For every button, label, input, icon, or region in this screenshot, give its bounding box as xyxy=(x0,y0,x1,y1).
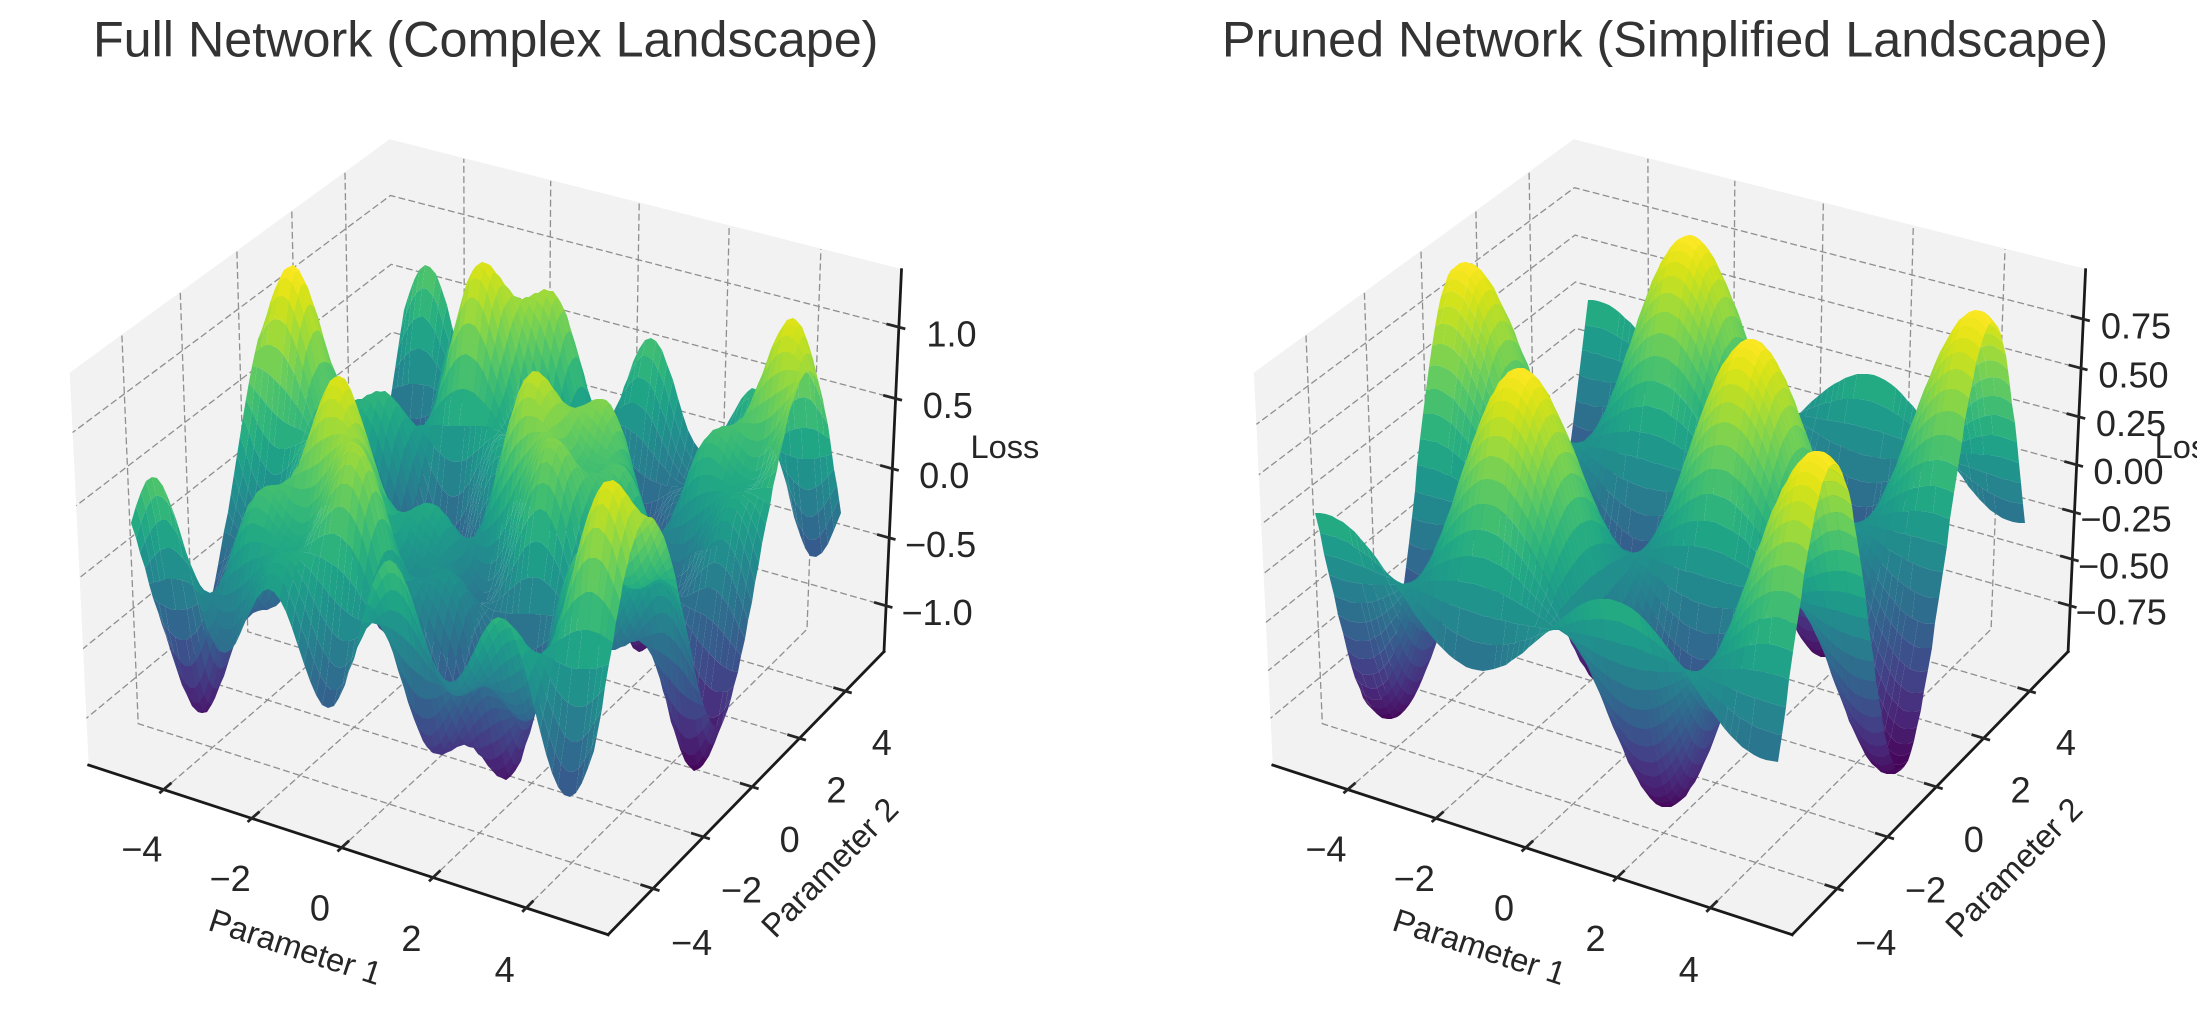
svg-text:0.25: 0.25 xyxy=(2096,403,2166,444)
svg-text:Loss: Loss xyxy=(970,428,1039,465)
svg-text:2: 2 xyxy=(2010,770,2030,811)
svg-text:−0.5: −0.5 xyxy=(905,524,976,565)
svg-text:2: 2 xyxy=(1585,918,1605,959)
svg-text:0.50: 0.50 xyxy=(2098,355,2168,396)
svg-text:Parameter 2: Parameter 2 xyxy=(1938,790,2090,944)
svg-text:−0.75: −0.75 xyxy=(2076,592,2167,633)
svg-text:−2: −2 xyxy=(210,858,251,899)
svg-text:0: 0 xyxy=(1964,819,1984,860)
svg-text:4: 4 xyxy=(1679,949,1699,990)
svg-text:−4: −4 xyxy=(1855,922,1896,963)
svg-text:Parameter 1: Parameter 1 xyxy=(1389,901,1571,992)
svg-text:−2: −2 xyxy=(1394,858,1435,899)
svg-text:4: 4 xyxy=(495,949,515,990)
svg-text:0: 0 xyxy=(310,888,330,929)
svg-text:4: 4 xyxy=(872,722,892,763)
svg-text:0.75: 0.75 xyxy=(2101,306,2171,347)
svg-text:−1.0: −1.0 xyxy=(901,592,972,633)
svg-text:0: 0 xyxy=(780,819,800,860)
svg-text:Loss: Loss xyxy=(2155,428,2197,465)
svg-text:0.0: 0.0 xyxy=(919,455,969,496)
svg-text:−4: −4 xyxy=(1305,829,1346,870)
svg-text:−0.50: −0.50 xyxy=(2078,545,2169,586)
svg-text:−4: −4 xyxy=(671,922,712,963)
svg-text:0: 0 xyxy=(1494,888,1514,929)
svg-text:Pruned Network (Simplified Lan: Pruned Network (Simplified Landscape) xyxy=(1222,11,2108,68)
svg-text:Parameter 1: Parameter 1 xyxy=(205,901,387,992)
svg-text:0.5: 0.5 xyxy=(923,385,973,426)
svg-text:4: 4 xyxy=(2056,722,2076,763)
svg-text:−2: −2 xyxy=(1905,870,1946,911)
svg-text:0.00: 0.00 xyxy=(2093,451,2163,492)
svg-text:−4: −4 xyxy=(121,829,162,870)
svg-text:−2: −2 xyxy=(721,870,762,911)
svg-text:2: 2 xyxy=(401,918,421,959)
svg-text:Full Network (Complex Landscap: Full Network (Complex Landscape) xyxy=(93,11,879,68)
svg-text:2: 2 xyxy=(826,770,846,811)
svg-text:1.0: 1.0 xyxy=(926,314,976,355)
svg-text:Parameter 2: Parameter 2 xyxy=(754,790,906,944)
svg-text:−0.25: −0.25 xyxy=(2080,498,2171,539)
